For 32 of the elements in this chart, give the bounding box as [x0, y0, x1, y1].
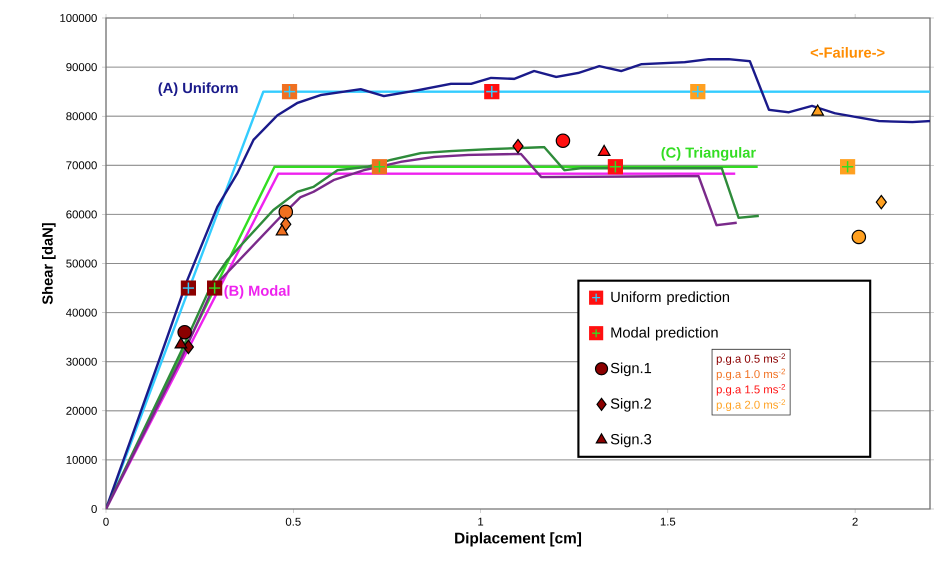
legend-label: Modal prediction [611, 326, 718, 341]
text: (A) Uniform [158, 82, 238, 96]
annotation: p.g.a 1.5 ms$^{-2}$ [716, 384, 786, 396]
y-tick-label: 50000 [66, 259, 97, 268]
x-tick-label: 0.5 [286, 518, 301, 526]
y-tick-label: 20000 [66, 406, 97, 415]
series-label: (C) Triangular [662, 147, 756, 161]
y-tick-label: 70000 [66, 161, 97, 170]
x-tick-label: 1.5 [660, 518, 676, 526]
y-tick-label: 100000 [60, 14, 97, 22]
y-tick-label: 90000 [66, 63, 97, 72]
annotation: <-Failure-> [810, 46, 884, 58]
legend-label: Uniform prediction [611, 291, 730, 305]
legend-label: Sign.3 [610, 434, 652, 448]
y-tick-label: 80000 [66, 112, 97, 120]
x-axis-title: Diplacement [cm] [455, 532, 582, 547]
x-tick-label: 1 [478, 518, 484, 526]
y-tick-label: 30000 [66, 358, 97, 366]
y-tick-label: 10000 [66, 456, 97, 464]
x-tick-label: 2 [852, 518, 858, 526]
legend-label: Sign.1 [610, 362, 652, 376]
annotation: p.g.a 2.0 ms$^{-2}$ [716, 399, 786, 411]
y-tick-label: 0 [91, 505, 97, 514]
legend-label: Sign.2 [610, 398, 652, 412]
x-tick-label: 0 [103, 518, 109, 526]
series-label: (B) Modal [224, 285, 290, 299]
annotation: p.g.a 1.0 ms$^{-2}$ [716, 368, 786, 380]
y-tick-label: 40000 [66, 308, 97, 317]
annotation: p.g.a 0.5 ms$^{-2}$ [716, 353, 786, 365]
y-tick-label: 60000 [66, 210, 97, 218]
point [811, 104, 824, 116]
y-axis-title: Shear [daN] [42, 223, 56, 304]
